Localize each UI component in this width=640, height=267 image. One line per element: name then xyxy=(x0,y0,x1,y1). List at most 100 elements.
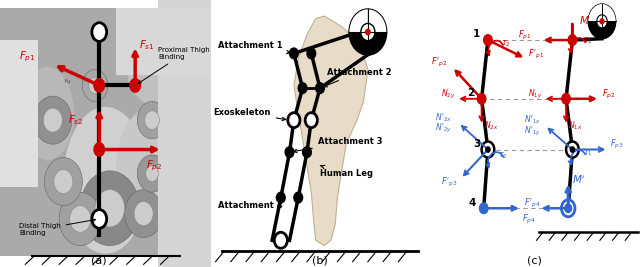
Ellipse shape xyxy=(63,107,148,254)
Circle shape xyxy=(477,93,486,104)
Circle shape xyxy=(566,142,579,158)
Text: $F'_{p1}$: $F'_{p1}$ xyxy=(528,48,545,61)
Text: $F_{p2}$: $F_{p2}$ xyxy=(146,159,162,173)
Circle shape xyxy=(600,19,604,24)
Circle shape xyxy=(54,170,73,194)
Text: $\tau_1$: $\tau_1$ xyxy=(583,148,593,158)
Circle shape xyxy=(134,202,153,226)
Circle shape xyxy=(94,143,104,156)
Text: Attachment 3: Attachment 3 xyxy=(294,137,382,152)
Text: $F_{s2}$: $F_{s2}$ xyxy=(68,113,83,127)
Text: Attachment 4: Attachment 4 xyxy=(218,197,282,210)
Text: $N_{1x}$: $N_{1x}$ xyxy=(568,119,582,132)
Circle shape xyxy=(481,142,494,158)
Text: $N'_{2y}$: $N'_{2y}$ xyxy=(435,122,452,135)
Circle shape xyxy=(138,155,167,192)
Ellipse shape xyxy=(21,67,74,160)
Text: Attachment 2: Attachment 2 xyxy=(324,68,391,87)
Text: $M'$: $M'$ xyxy=(572,174,586,186)
Polygon shape xyxy=(294,16,368,246)
Text: Proximal Thigh
Binding: Proximal Thigh Binding xyxy=(138,47,210,83)
Text: Exoskeleton: Exoskeleton xyxy=(213,108,285,121)
Text: Human Leg: Human Leg xyxy=(320,165,373,178)
Text: 4: 4 xyxy=(469,198,476,207)
Text: $F_{p1}$: $F_{p1}$ xyxy=(19,49,36,64)
Circle shape xyxy=(59,192,101,246)
Wedge shape xyxy=(368,9,387,32)
Circle shape xyxy=(275,232,287,248)
Circle shape xyxy=(479,203,488,214)
Circle shape xyxy=(303,147,311,158)
Circle shape xyxy=(484,35,492,45)
Circle shape xyxy=(349,9,387,55)
Text: $N_{2x}$: $N_{2x}$ xyxy=(484,119,498,132)
Text: Attachment 1: Attachment 1 xyxy=(218,41,290,54)
Text: $M$: $M$ xyxy=(579,14,589,26)
Circle shape xyxy=(289,48,298,59)
Circle shape xyxy=(561,200,575,217)
Circle shape xyxy=(44,158,83,206)
Circle shape xyxy=(298,83,307,93)
Text: $F'_{p4}$: $F'_{p4}$ xyxy=(524,197,540,210)
Circle shape xyxy=(130,79,140,92)
Circle shape xyxy=(34,96,72,144)
Text: $F_{p3}$: $F_{p3}$ xyxy=(611,138,624,151)
Circle shape xyxy=(89,77,101,93)
Circle shape xyxy=(588,4,616,39)
Circle shape xyxy=(276,192,285,203)
Circle shape xyxy=(486,147,490,152)
Ellipse shape xyxy=(116,107,190,227)
Wedge shape xyxy=(588,4,602,21)
Circle shape xyxy=(365,29,370,35)
Text: (b): (b) xyxy=(312,256,328,266)
Text: 2: 2 xyxy=(467,88,474,98)
Text: Distal Thigh
Binding: Distal Thigh Binding xyxy=(19,219,95,236)
Circle shape xyxy=(92,210,107,228)
Text: $N_{2y}$: $N_{2y}$ xyxy=(442,88,456,101)
Text: $N_{1y}$: $N_{1y}$ xyxy=(528,88,543,101)
Bar xyxy=(159,0,211,267)
Circle shape xyxy=(92,23,107,41)
Text: $F_{p2}$: $F_{p2}$ xyxy=(602,88,616,101)
Text: $_{Yu}$: $_{Yu}$ xyxy=(63,77,72,86)
Circle shape xyxy=(562,93,570,104)
Circle shape xyxy=(146,166,159,182)
Circle shape xyxy=(125,190,163,238)
Wedge shape xyxy=(349,9,368,32)
Circle shape xyxy=(294,192,303,203)
Circle shape xyxy=(361,23,375,41)
Text: $F_{s1}$: $F_{s1}$ xyxy=(140,38,155,52)
Text: $F'_{p2}$: $F'_{p2}$ xyxy=(431,56,447,69)
Text: (c): (c) xyxy=(527,256,542,266)
Text: $\tau_1$: $\tau_1$ xyxy=(583,36,593,46)
Text: $F'_{p3}$: $F'_{p3}$ xyxy=(442,176,458,189)
Circle shape xyxy=(95,190,125,227)
Circle shape xyxy=(145,111,159,129)
Wedge shape xyxy=(602,4,616,21)
Text: $F_{p4}$: $F_{p4}$ xyxy=(522,213,536,226)
Bar xyxy=(0,40,38,187)
Circle shape xyxy=(80,171,140,246)
Circle shape xyxy=(570,147,575,152)
Text: $F_{p1}$: $F_{p1}$ xyxy=(518,29,531,42)
Text: $N'_{1x}$: $N'_{1x}$ xyxy=(524,114,541,126)
Circle shape xyxy=(70,206,91,232)
Text: $N'_{1y}$: $N'_{1y}$ xyxy=(524,125,541,138)
Circle shape xyxy=(596,15,607,28)
Text: 3: 3 xyxy=(473,139,481,149)
Circle shape xyxy=(288,113,300,128)
Ellipse shape xyxy=(127,27,190,107)
Circle shape xyxy=(568,35,577,45)
Circle shape xyxy=(138,101,167,139)
Circle shape xyxy=(94,79,104,92)
Circle shape xyxy=(285,147,294,158)
Circle shape xyxy=(44,108,62,132)
Bar xyxy=(116,8,211,75)
Text: $\tau_2$: $\tau_2$ xyxy=(500,38,510,49)
Circle shape xyxy=(307,48,316,59)
Circle shape xyxy=(565,204,572,213)
Text: 1: 1 xyxy=(473,29,481,39)
Text: $\tau_2$: $\tau_2$ xyxy=(499,151,508,161)
Circle shape xyxy=(83,69,108,101)
Circle shape xyxy=(305,113,317,128)
